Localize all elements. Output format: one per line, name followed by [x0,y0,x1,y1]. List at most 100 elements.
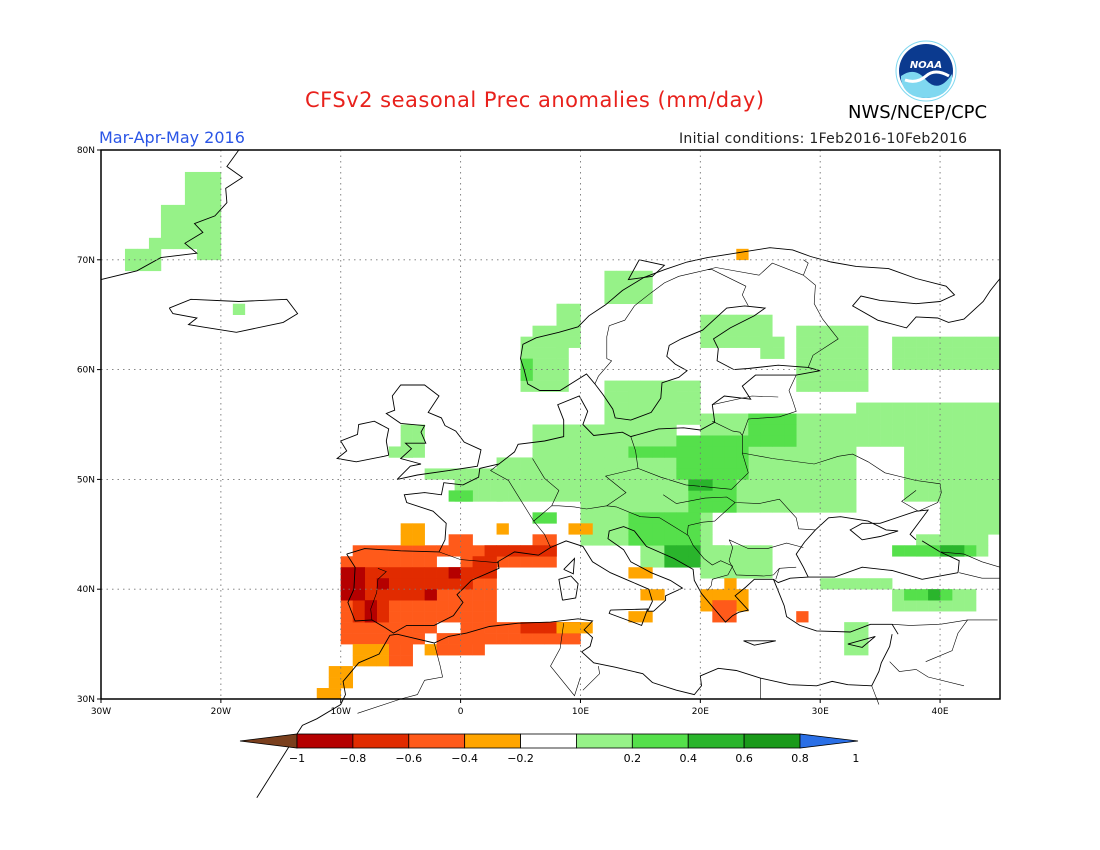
anomaly-cell [568,633,581,645]
lon-tick-label: 20W [211,707,231,717]
svg-text:NOAA: NOAA [910,60,942,71]
anomaly-cell [688,402,701,414]
anomaly-cell [616,380,629,392]
colorbar-segment [631,733,689,749]
anomaly-cell [976,501,989,513]
anomaly-cell [724,611,737,623]
colorbar-tick-label: 0.4 [679,752,697,765]
anomaly-cell [412,589,425,601]
anomaly-cell [844,424,857,436]
anomaly-cell [784,501,797,513]
anomaly-cell [904,545,917,557]
anomaly-cell [544,446,557,458]
anomaly-cell [328,666,342,678]
border [707,262,804,276]
anomaly-cell [196,171,210,184]
anomaly-cell [760,479,773,491]
anomaly-cell [640,534,653,546]
anomaly-cell [640,556,653,568]
anomaly-cell [532,490,545,502]
anomaly-cell [388,644,401,656]
anomaly-cell [436,468,449,480]
anomaly-cell [556,314,569,326]
coastline [346,247,1001,555]
anomaly-cell [748,424,761,436]
anomaly-cell [616,501,629,513]
anomaly-cell [748,479,761,491]
coastline [627,259,666,281]
anomaly-cell [532,545,545,557]
coastline [346,526,959,634]
anomaly-cell [568,446,581,458]
anomaly-cell [172,226,186,239]
anomaly-cell [460,589,473,601]
anomaly-cell [832,424,845,436]
border [742,374,797,436]
anomaly-cell [148,259,162,272]
anomaly-cell [616,479,629,491]
anomaly-cell [988,358,1001,370]
anomaly-cell [772,479,785,491]
anomaly-cell [808,479,821,491]
lon-tick-label: 30W [91,707,111,717]
anomaly-cell [772,490,785,502]
colorbar-segment [743,733,801,749]
anomaly-cell [400,655,413,667]
anomaly-cell [856,369,869,381]
anomaly-cell [712,501,725,513]
anomaly-cell [640,281,653,294]
anomaly-cell [532,622,545,634]
anomaly-cell [700,446,713,458]
anomaly-cell [532,358,545,370]
anomaly-cell [688,534,701,546]
anomaly-cell [352,611,366,623]
anomaly-cell [472,644,485,656]
anomaly-cell [784,479,797,491]
anomaly-cell [736,556,749,568]
anomaly-cell [700,479,713,491]
anomaly-cell [466,479,479,491]
anomaly-cell [520,633,533,645]
anomaly-cell [844,633,857,645]
anomaly-cell [628,523,641,535]
anomaly-cell [940,468,953,480]
anomaly-cell [940,347,953,359]
anomaly-cell [472,567,485,579]
anomaly-cell [208,204,222,217]
anomaly-cell [376,622,389,634]
anomaly-cell [664,523,677,535]
anomaly-cell [952,512,965,524]
anomaly-cell [544,633,557,645]
border [712,420,740,433]
anomaly-cell [952,347,965,359]
anomaly-cell [172,215,186,228]
anomaly-cell [580,501,593,513]
anomaly-cell [652,446,665,458]
anomaly-cell [424,545,437,557]
anomaly-cell [892,336,905,348]
anomaly-cell [916,435,929,447]
anomaly-cell [676,512,689,524]
anomaly-cell [508,545,521,557]
anomaly-cell [748,314,761,326]
anomaly-cell [796,468,809,480]
anomaly-cell [712,435,725,447]
anomaly-cell [388,611,401,623]
anomaly-cell [628,446,641,458]
anomaly-cell [928,446,941,458]
anomaly-cell [508,457,521,469]
anomaly-cell [676,446,689,458]
anomaly-cell [928,600,941,612]
anomaly-cell [976,435,989,447]
anomaly-cell [208,193,222,206]
anomaly-cell [652,545,665,557]
anomaly-cell [592,490,605,502]
anomaly-cell [544,380,557,392]
anomaly-cell [364,545,377,557]
anomaly-cell [760,490,773,502]
anomaly-cell [820,457,833,469]
anomaly-cell [520,622,533,634]
anomaly-cell [160,215,174,228]
anomaly-cell [628,611,641,623]
anomaly-cell [976,512,989,524]
